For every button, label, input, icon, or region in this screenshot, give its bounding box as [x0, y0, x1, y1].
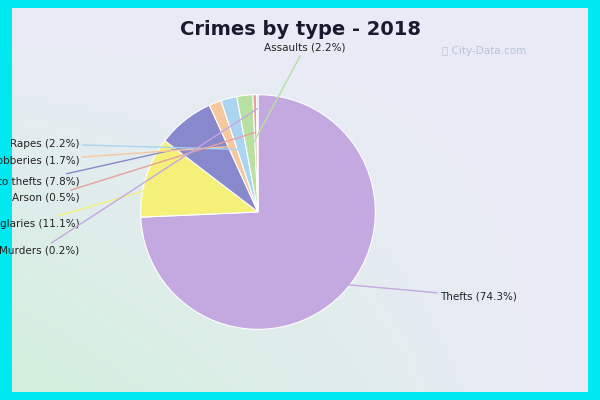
Wedge shape: [140, 141, 258, 217]
Wedge shape: [165, 105, 258, 212]
Text: Rapes (2.2%): Rapes (2.2%): [10, 139, 242, 150]
Wedge shape: [237, 95, 258, 212]
Wedge shape: [257, 95, 258, 212]
Wedge shape: [253, 95, 258, 212]
Text: ⓘ City-Data.com: ⓘ City-Data.com: [442, 46, 526, 56]
Text: Burglaries (11.1%): Burglaries (11.1%): [0, 184, 169, 229]
Wedge shape: [221, 97, 258, 212]
Text: Assaults (2.2%): Assaults (2.2%): [251, 43, 346, 148]
Text: Arson (0.5%): Arson (0.5%): [12, 132, 256, 203]
Text: Robberies (1.7%): Robberies (1.7%): [0, 146, 232, 165]
Text: Thefts (74.3%): Thefts (74.3%): [332, 283, 517, 302]
Wedge shape: [141, 95, 376, 329]
Text: Murders (0.2%): Murders (0.2%): [0, 109, 257, 256]
Wedge shape: [209, 101, 258, 212]
Text: Crimes by type - 2018: Crimes by type - 2018: [179, 20, 421, 38]
Text: Auto thefts (7.8%): Auto thefts (7.8%): [0, 143, 203, 186]
